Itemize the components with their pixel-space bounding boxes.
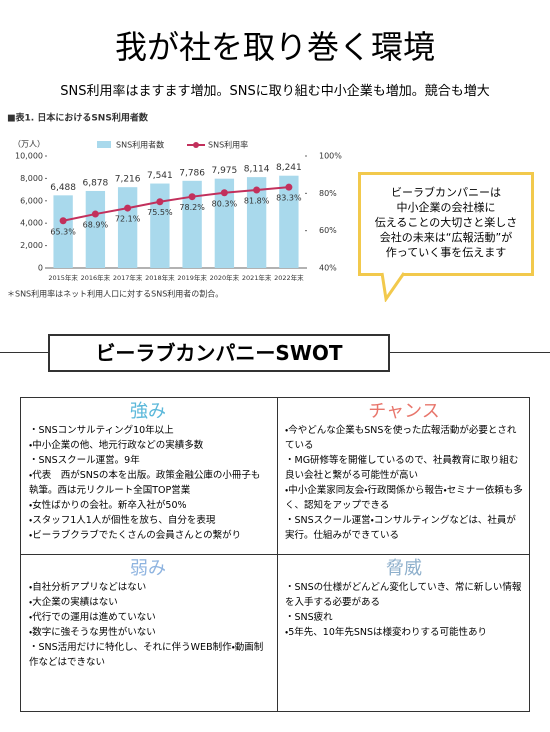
- line-value-label: 68.9%: [83, 221, 109, 230]
- line-marker: [285, 183, 293, 191]
- bar-value-label: 6,488: [50, 183, 76, 193]
- legend-label: SNS利用率: [208, 140, 248, 150]
- quadrant-item: ・ビーラブクラブでたくさんの会員さんとの繋がり: [29, 530, 242, 541]
- y-tick-label: 10,000: [15, 152, 43, 161]
- line-value-label: 78.2%: [179, 203, 205, 212]
- bar-value-label: 7,786: [179, 168, 205, 178]
- legend-marker: [193, 142, 199, 148]
- quadrant-item: ・数字に強そうな男性がいない: [29, 627, 156, 638]
- callout: ビーラブカンパニーは 中小企業の会社様に伝えることの大切さと楽しさ 会社の未来は“広…: [358, 172, 534, 276]
- quadrant-item: ・SNS活用だけに特化し、それに伴うWEB制作・動画制作などはできない: [29, 642, 264, 668]
- swot-title: ビーラブカンパニーSWOT: [48, 334, 390, 372]
- swot-quadrant: 弱み ・自社分析アプリなどはない ・大企業の実績はない ・代行での運用は進めていない・…: [21, 555, 275, 676]
- x-tick-label: 2020年末: [210, 273, 240, 282]
- bar-value-label: 8,114: [244, 165, 270, 175]
- bar-value-label: 8,241: [276, 163, 302, 173]
- legend-label: SNS利用者数: [116, 140, 164, 150]
- line-value-label: 75.5%: [147, 208, 173, 217]
- quadrant-item: ・SNSの仕様がどんどん変化していき、常に新しい情報を入手する必要がある: [285, 582, 522, 608]
- quadrant-heading: 弱み: [130, 558, 166, 579]
- quadrant-item: ・中小企業の他、地元行政などの実績多数: [29, 440, 204, 451]
- line-marker: [188, 193, 196, 201]
- quadrant-item: ・SNSスクール運営。9年: [29, 455, 140, 466]
- y-tick-label: 6,000: [20, 196, 43, 205]
- quadrant-item: ・女性ばかりの会社。新卒入社が50%: [29, 500, 187, 511]
- line: [62, 186, 289, 222]
- bar: [53, 195, 73, 268]
- page-title: 我が社を取り巻く環境: [114, 28, 435, 66]
- quadrant-heading: 強み: [130, 401, 166, 422]
- line-value-label: 65.3%: [50, 227, 76, 236]
- line-value-label: 83.3%: [276, 194, 302, 203]
- callout-line: 作っていく事を伝えます: [385, 246, 507, 259]
- x-tick-label: 2016年末: [81, 273, 111, 282]
- quadrant-item: ・SNS疲れ: [285, 612, 333, 623]
- quadrant-item: ・SNSコンサルティング10年以上: [29, 425, 174, 436]
- bar: [182, 180, 202, 268]
- quadrant-item: ・代行での運用は進めていない: [29, 612, 156, 623]
- line-value-label: 72.1%: [115, 215, 141, 224]
- line-marker: [156, 198, 164, 206]
- chart-title: ■表1. 日本におけるSNS利用者数: [7, 112, 149, 124]
- bar: [246, 177, 267, 268]
- line-marker: [59, 217, 67, 225]
- y-tick-label: 8,000: [20, 174, 43, 183]
- chart: ■表1. 日本におけるSNS利用者数 （万人） ＊SNS利用率はネット利用人口に…: [7, 112, 342, 299]
- bar: [279, 175, 299, 268]
- y-axis-label: （万人）: [13, 140, 45, 149]
- bar: [85, 190, 106, 268]
- quadrant-item: ・代表 西がSNSの本を出版。政策金融公庫の小冊子も執筆。西は元リクルート全国T…: [29, 470, 261, 496]
- quadrant-item: ・中小企業家同友会・行政関係から報告・セミナー依頼も多く、認知をアップできる: [285, 485, 523, 511]
- x-tick-label: 2021年末: [242, 273, 272, 282]
- quadrant-heading: 脅威: [386, 558, 422, 579]
- bar: [117, 187, 138, 268]
- swot-grid: 強み ・SNSコンサルティング10年以上 ・中小企業の他、地元行政などの実績多数 ・S…: [20, 397, 530, 712]
- y-tick-label: 2,000: [20, 241, 43, 250]
- quadrant-item: ・スタッフ1人1人が個性を放ち、自分を表現: [29, 515, 216, 526]
- line-marker: [124, 204, 132, 212]
- y2-tick-label: 60%: [319, 226, 337, 235]
- swot-quadrant: チャンス・今やどんな企業もSNSを使った広報活動が必要とされている ・MG研修等を…: [277, 398, 531, 549]
- quadrant-item: ・5年先、10年先SNSは様変わりする可能性あり: [285, 627, 488, 638]
- x-tick-label: 2017年末: [113, 273, 143, 282]
- callout-line: 中小企業の会社様に: [396, 201, 496, 214]
- y-tick-label: 0: [38, 264, 43, 273]
- callout-line: 伝えることの大切さと楽しさ: [374, 216, 518, 229]
- swot-quadrant: 脅威・SNSの仕様がどんどん変化していき、常に新しい情報を入手する必要がある・S…: [277, 555, 531, 646]
- bar: [150, 183, 170, 268]
- quadrant-item: ・自社分析アプリなどはない: [29, 582, 147, 593]
- y2-tick-label: 40%: [319, 264, 337, 273]
- x-tick-label: 2022年末: [274, 273, 304, 282]
- quadrant-heading: チャンス: [368, 401, 440, 422]
- bar: [214, 178, 235, 268]
- line-value-label: 81.8%: [244, 196, 270, 205]
- quadrant-item: ・SNSスクール運営・コンサルティングなどは、社員が実行。仕組みができている: [285, 515, 516, 541]
- swot-quadrant: 強み・SNSコンサルティング10年以上・中小企業の他、地元行政などの実績多数 ・S…: [21, 398, 275, 549]
- quadrant-item: ・今やどんな企業もSNSを使った広報活動が必要とされている: [285, 425, 517, 451]
- x-tick-label: 2018年末: [145, 273, 175, 282]
- callout-tail: [380, 272, 406, 302]
- quadrant-item: ・MG研修等を開催しているので、社員教育に取り組む良い会社と繋がる可能性が高い: [285, 455, 519, 481]
- x-tick-label: 2019年末: [177, 273, 207, 282]
- callout-line: ビーラブカンパニーは: [391, 186, 501, 199]
- line-marker: [91, 210, 99, 218]
- subtitle: SNS利用率はますます増加。SNSに取り組む中小企業も増加。競合も増大: [60, 84, 490, 99]
- bar-value-label: 6,878: [82, 178, 108, 188]
- bar-value-label: 7,975: [211, 166, 237, 176]
- grid-divider: [21, 554, 529, 555]
- quadrant-item: ・大企業の実績はない: [29, 597, 118, 608]
- bar-value-label: 7,216: [115, 175, 141, 185]
- y-tick-label: 4,000: [20, 219, 43, 228]
- legend-swatch: [97, 141, 111, 148]
- line-marker: [220, 189, 228, 197]
- callout-line: 会社の未来は“広報活動”が: [379, 231, 513, 244]
- bar-value-label: 7,541: [147, 171, 173, 181]
- line-value-label: 80.3%: [212, 199, 238, 208]
- x-tick-label: 2015年末: [48, 273, 78, 282]
- y2-tick-label: 100%: [319, 152, 342, 161]
- line-marker: [253, 186, 261, 194]
- footnote: ＊SNS利用率はネット利用人口に対するSNS利用者の割合。: [7, 289, 223, 299]
- y2-tick-label: 80%: [319, 189, 337, 198]
